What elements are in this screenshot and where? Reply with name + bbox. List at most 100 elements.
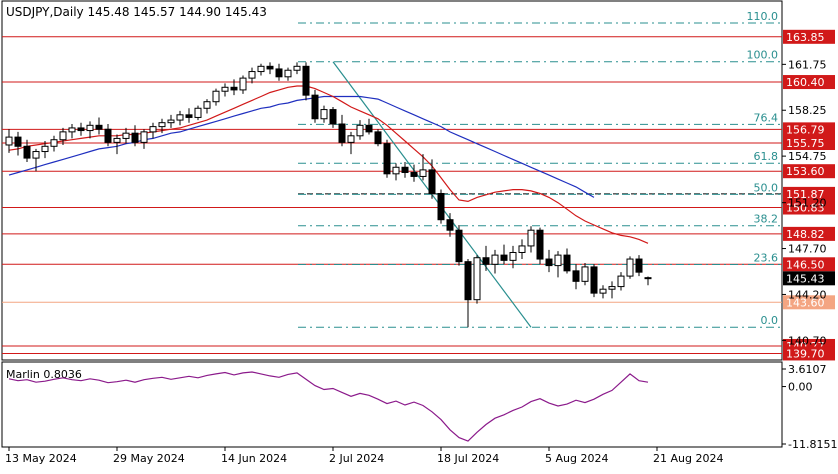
price-tick-label: 158.25 — [788, 104, 827, 117]
candle-body — [599, 288, 607, 294]
candle-body — [104, 128, 112, 143]
dashed-level-tag — [783, 186, 835, 201]
candle-body — [221, 86, 229, 92]
candle-body — [518, 245, 526, 253]
level-tag-label: 148.82 — [786, 228, 825, 241]
candle-body — [554, 254, 562, 267]
level-tag — [783, 200, 835, 215]
candle-body — [32, 151, 40, 159]
date-tick-label: 5 Aug 2024 — [545, 452, 608, 465]
indicator-tick-label: 0.00 — [788, 381, 813, 394]
fib-ratio-label: 61.8 — [754, 150, 779, 163]
candle-body — [320, 109, 328, 120]
indicator-tick-label: -11.8151 — [788, 438, 837, 451]
candle-body — [266, 65, 274, 70]
fib-ratio-label: 76.4 — [754, 111, 779, 124]
candle-body — [527, 229, 535, 247]
candle-body — [383, 143, 391, 175]
candle-body — [14, 136, 22, 147]
candle-body — [140, 131, 148, 143]
level-tag-label: 160.40 — [786, 76, 825, 89]
candle-body — [257, 65, 265, 73]
candle-body — [41, 145, 49, 153]
candle-body — [149, 126, 157, 133]
level-tag — [783, 122, 835, 137]
candle-body — [95, 124, 103, 130]
candle-body — [446, 219, 454, 231]
level-tag-label: 155.75 — [786, 137, 825, 150]
level-tag-label: 139.70 — [786, 347, 825, 360]
candle-body — [230, 86, 238, 91]
price-tick-label: 144.20 — [788, 288, 827, 301]
candle-body — [5, 136, 13, 146]
candle-body — [608, 286, 616, 290]
candle-body — [401, 166, 409, 174]
fib-ratio-label: 50.0 — [754, 181, 779, 194]
candle-body — [275, 68, 283, 78]
candle-body — [122, 132, 130, 139]
candle-body — [131, 132, 139, 143]
candle-body — [311, 94, 319, 120]
price-tick-label: 161.75 — [788, 58, 827, 71]
candle-body — [338, 123, 346, 143]
candle-body — [77, 127, 85, 132]
level-tag-label: 153.60 — [786, 165, 825, 178]
date-tick-label: 18 Jul 2024 — [437, 452, 499, 465]
candle-body — [212, 90, 220, 103]
price-tick-label: 154.75 — [788, 150, 827, 163]
candle-body — [167, 119, 175, 124]
level-tag-label: 163.85 — [786, 31, 825, 44]
candle-body — [473, 257, 481, 301]
candle-body — [635, 258, 643, 273]
main-plot-frame — [1, 0, 783, 361]
level-tag — [783, 75, 835, 90]
candle-body — [50, 139, 58, 147]
candle-body — [437, 192, 445, 221]
candle-body — [86, 124, 94, 132]
candle-body — [482, 257, 490, 265]
fib-ratio-label: 23.6 — [754, 252, 779, 265]
candle-body — [356, 124, 364, 137]
indicator-tick-label: 3.6107 — [788, 363, 827, 376]
candle-body — [203, 101, 211, 109]
price-tick-label: 151.20 — [788, 197, 827, 210]
symbol-header: USDJPY,Daily 145.48 145.57 144.90 145.43 — [6, 5, 267, 19]
candle-body — [626, 258, 634, 277]
candle-body — [284, 69, 292, 78]
candle-body — [464, 261, 472, 301]
fib-ratio-label: 38.2 — [754, 213, 779, 226]
candle-body — [455, 229, 463, 263]
price-tick-label: 140.70 — [788, 334, 827, 347]
level-tag — [783, 346, 835, 361]
candle-body — [302, 65, 310, 96]
date-tick-label: 13 May 2024 — [5, 452, 77, 465]
current-price-tag — [783, 271, 835, 286]
candle-body — [581, 266, 589, 282]
candle-body — [185, 114, 193, 118]
level-tag-label: 150.83 — [786, 202, 825, 215]
indicator-line — [8, 371, 649, 442]
date-tick-label: 29 May 2024 — [113, 452, 185, 465]
candle-body — [68, 127, 76, 133]
candle-body — [644, 277, 652, 280]
date-tick-label: 14 Jun 2024 — [221, 452, 287, 465]
candle-body — [23, 145, 31, 159]
orange-level-label: 143.60 — [786, 296, 825, 309]
candle-body — [293, 65, 301, 71]
level-tag-label: 146.50 — [786, 258, 825, 271]
candle-body — [374, 131, 382, 145]
candle-body — [59, 131, 67, 141]
candle-body — [509, 251, 517, 261]
candle-body — [536, 229, 544, 260]
current-price-label: 145.43 — [786, 272, 825, 285]
level-tag — [783, 136, 835, 151]
date-tick-label: 21 Aug 2024 — [653, 452, 723, 465]
level-tag — [783, 257, 835, 272]
ma-blue-line — [8, 95, 595, 198]
date-tick-label: 2 Jul 2024 — [329, 452, 384, 465]
price-tick-label: 147.70 — [788, 243, 827, 256]
candle-body — [410, 172, 418, 177]
level-tag — [783, 29, 835, 44]
